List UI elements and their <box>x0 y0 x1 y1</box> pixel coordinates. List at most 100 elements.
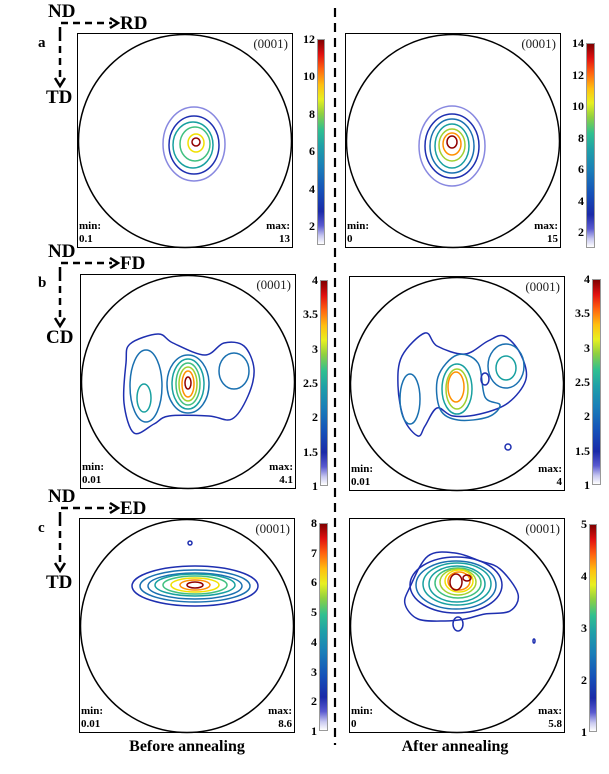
contour-line <box>191 137 201 147</box>
min-number: 0 <box>351 718 357 730</box>
contour-line <box>444 569 474 593</box>
pole-figure-a-before: (0001) min: 0.1 max: 13 <box>77 33 293 249</box>
colorbar-tick-label: 4 <box>578 193 584 208</box>
max-label: max: <box>269 461 293 473</box>
contour-line <box>447 371 465 403</box>
contour-line <box>122 333 255 435</box>
max-number: 4.1 <box>279 474 293 486</box>
arrow-down-icon <box>53 317 67 329</box>
max-value: max: 8.6 <box>268 705 292 731</box>
pole-figure-plot <box>80 519 295 734</box>
contour-line <box>480 372 490 386</box>
max-value: max: 4 <box>538 463 562 489</box>
colorbar <box>317 39 325 245</box>
pole-figure-c-after: (0001) min: 0 max: 5.8 <box>349 518 565 734</box>
contour-line <box>397 332 528 437</box>
colorbar-tick-label: 4 <box>311 634 317 649</box>
min-value: min: 0.01 <box>82 461 104 487</box>
min-value: min: 0.1 <box>79 220 101 246</box>
contour-line <box>171 358 205 410</box>
projection-circle <box>81 275 296 490</box>
contour-line <box>445 368 469 410</box>
contour-line <box>418 105 486 187</box>
contour-line <box>179 579 211 591</box>
max-number: 15 <box>547 233 558 245</box>
colorbar-tick-label: 5 <box>581 517 587 531</box>
min-label: min: <box>347 220 369 232</box>
contour-line <box>428 565 486 603</box>
colorbar-tick-label: 3 <box>312 341 318 356</box>
dashed-axis-arrows <box>53 16 121 89</box>
pole-figure-plot <box>346 34 561 249</box>
row-letter: a <box>38 35 46 51</box>
colorbar-tick-label: 2 <box>311 694 317 709</box>
colorbar-tick-label: 8 <box>309 106 315 121</box>
contour-line <box>162 575 228 595</box>
arrow-right-icon <box>109 501 121 515</box>
max-number: 5.8 <box>548 718 562 730</box>
row-letter: c <box>38 520 45 536</box>
contour-line <box>487 343 525 389</box>
min-number: 0.1 <box>79 233 93 245</box>
colorbar-tick-label: 1.5 <box>575 443 590 458</box>
colorbar-tick-label: 1.5 <box>303 444 318 459</box>
min-number: 0.01 <box>351 476 371 488</box>
min-value: min: 0.01 <box>351 463 373 489</box>
colorbar <box>586 43 595 248</box>
axis-vertical-label: TD <box>46 572 73 593</box>
caption-after: After annealing <box>401 738 509 755</box>
min-number: 0 <box>347 233 353 245</box>
contour-line <box>154 573 236 597</box>
max-label: max: <box>538 463 562 475</box>
contour-line <box>181 370 195 398</box>
max-label: max: <box>538 705 562 717</box>
pole-label: (0001) <box>525 279 560 294</box>
dashed-axis-arrows <box>53 501 121 574</box>
contour-line <box>399 373 421 425</box>
contour-line <box>170 577 220 593</box>
min-label: min: <box>82 461 104 473</box>
colorbar-tick-label: 4 <box>584 272 590 286</box>
contour-line <box>462 574 472 582</box>
colorbar-tick-label: 3 <box>311 664 317 679</box>
pole-label: (0001) <box>521 36 556 51</box>
colorbar-tick-label: 2.5 <box>303 376 318 390</box>
colorbar-tick-label: 3 <box>584 340 590 355</box>
min-label: min: <box>81 705 103 717</box>
contour-line <box>403 551 520 622</box>
projection-circle <box>350 277 565 492</box>
arrow-down-icon <box>53 77 67 89</box>
colorbar-tick-label: 3 <box>581 621 587 635</box>
contour-line <box>452 616 464 632</box>
contour-line <box>447 571 471 591</box>
min-label: min: <box>351 463 373 475</box>
contour-line <box>166 354 210 414</box>
contour-line <box>184 376 192 390</box>
colorbar-tick-label: 8 <box>578 130 584 145</box>
row-letter: b <box>38 275 47 291</box>
axis-vertical-label: TD <box>46 87 73 108</box>
contour-line <box>187 133 205 153</box>
contour-line <box>532 638 536 644</box>
contour-line <box>147 572 243 600</box>
min-number: 0.01 <box>81 718 101 730</box>
max-number: 13 <box>279 233 290 245</box>
colorbar-tick-label: 6 <box>309 144 315 159</box>
projection-circle <box>350 519 565 734</box>
min-value: min: 0 <box>347 220 369 246</box>
contour-line <box>441 363 473 415</box>
axis-horizontal-label: RD <box>120 13 148 34</box>
contour-line <box>424 113 480 179</box>
colorbar <box>320 280 328 486</box>
projection-circle <box>78 34 293 249</box>
pole-figure-plot <box>350 519 565 734</box>
contour-line <box>172 121 214 169</box>
colorbar-tick-label: 4 <box>309 181 315 196</box>
contour-line <box>218 352 250 390</box>
pole-figure-b-after: (0001) min: 0.01 max: 4 <box>349 276 565 492</box>
axis-horizontal-label: FD <box>120 253 146 274</box>
colorbar-tick-label: 3.5 <box>575 306 590 321</box>
colorbar-tick-label: 1 <box>581 725 587 739</box>
contour-line <box>438 128 466 162</box>
